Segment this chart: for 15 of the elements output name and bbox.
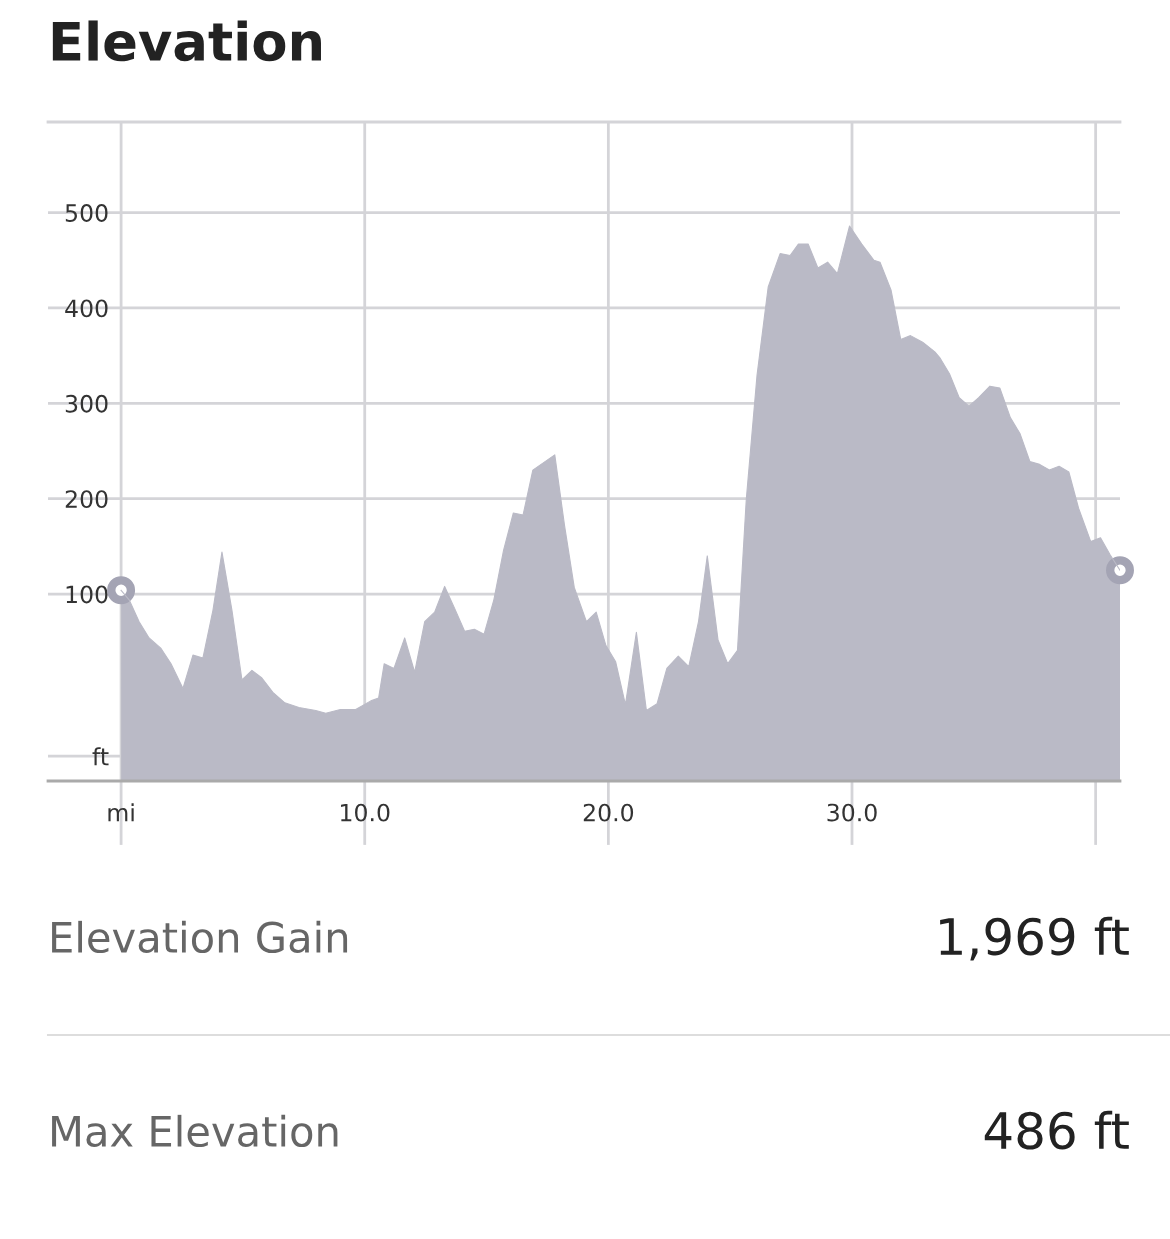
- y-tick-label: 200: [65, 490, 108, 509]
- y-tick-label: ft: [92, 747, 109, 766]
- chart-title: Elevation: [52, 20, 321, 62]
- text: Max Elevation: [52, 1114, 338, 1148]
- y-tick-label: 400: [65, 299, 108, 318]
- x-tick-label: 30.0: [827, 803, 877, 822]
- text: Elevation Gain: [52, 920, 348, 954]
- y-tick-label: 100: [66, 585, 108, 604]
- x-tick-label: mi: [108, 803, 134, 822]
- y-tick-label: 300: [65, 394, 108, 413]
- x-tick-label: 10.0: [341, 803, 390, 822]
- text: 1,969 ft: [940, 916, 1129, 961]
- text: 486 ft: [984, 1110, 1129, 1150]
- y-tick-label: 500: [65, 204, 108, 222]
- x-tick-label: 20.0: [583, 803, 634, 822]
